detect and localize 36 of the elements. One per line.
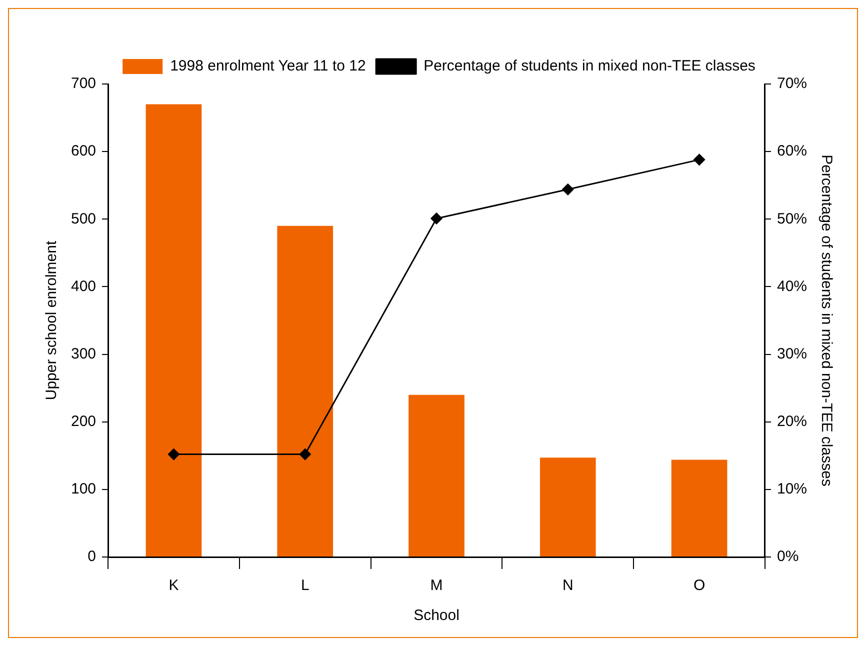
y2-tick-label: 20% bbox=[776, 413, 808, 430]
y-tick-label: 300 bbox=[70, 345, 96, 362]
y-tick-label: 200 bbox=[70, 413, 96, 430]
y2-axis-title: Percentage of students in mixed non-TEE classes bbox=[818, 154, 835, 486]
x-tick-label: M bbox=[430, 577, 443, 594]
legend-label: Percentage of students in mixed non-TEE classes bbox=[424, 58, 756, 75]
y2-tick-label: 0% bbox=[776, 548, 799, 566]
y-tick-label: 600 bbox=[70, 142, 96, 160]
x-tick-label: L bbox=[300, 577, 310, 594]
y2-tick-label: 40% bbox=[776, 278, 808, 295]
y2-tick-label: 30% bbox=[776, 345, 808, 362]
y2-tick-label: 10% bbox=[776, 480, 808, 498]
bar bbox=[146, 104, 202, 556]
y-tick-label: 700 bbox=[70, 75, 96, 92]
x-axis-title: School bbox=[414, 607, 460, 624]
y-axis-title: Upper school enrolment bbox=[43, 240, 60, 400]
point bbox=[168, 448, 180, 460]
y2-tick-label: 50% bbox=[776, 210, 808, 228]
x-tick-label: O bbox=[693, 577, 706, 594]
y-tick-label: 500 bbox=[70, 210, 96, 228]
bar bbox=[277, 226, 334, 556]
point bbox=[430, 212, 442, 224]
point bbox=[562, 184, 574, 196]
bar bbox=[671, 460, 728, 556]
y2-tick-label: 70% bbox=[776, 75, 808, 92]
y2-tick-label: 60% bbox=[776, 142, 808, 160]
y-tick-label: 0 bbox=[88, 548, 96, 566]
x-tick-label: N bbox=[562, 577, 574, 594]
legend-label: 1998 enrolment Year 11 to 12 bbox=[170, 58, 366, 75]
bar bbox=[408, 394, 464, 556]
x-tick-label: K bbox=[168, 577, 179, 594]
point bbox=[299, 448, 311, 460]
bar bbox=[540, 458, 596, 556]
point bbox=[694, 154, 706, 166]
y-tick-label: 400 bbox=[70, 278, 96, 295]
y-tick-label: 100 bbox=[70, 480, 96, 498]
